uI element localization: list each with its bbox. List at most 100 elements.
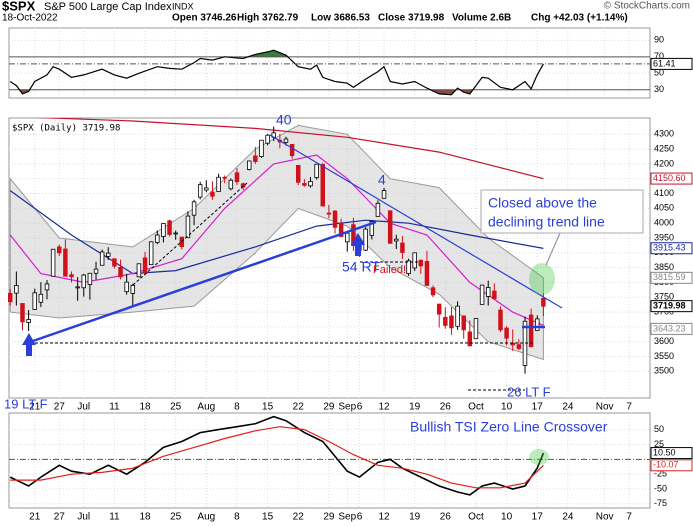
x-tick-label: Nov [596, 512, 614, 523]
y-tick-label: 90 [654, 35, 664, 45]
candle-body [473, 318, 479, 340]
candle-body [455, 305, 460, 327]
candle-body [338, 222, 344, 237]
volume: Volume 2.6B [452, 13, 511, 24]
band [9, 124, 544, 361]
y-tick-label: 4300 [654, 129, 674, 139]
y-tick-label: 3550 [654, 351, 674, 361]
value-tag: 3815.59 [653, 272, 686, 282]
annotation: 4 [378, 172, 386, 188]
open: Open 3746.26 [172, 13, 237, 24]
x-tick-label: 22 [293, 402, 305, 413]
x-tick-label: 18 [139, 512, 151, 523]
candle-body [326, 212, 332, 215]
candle-body [259, 139, 264, 157]
value-tag-box [650, 459, 693, 472]
callout-line [545, 232, 561, 266]
candle-body [167, 220, 172, 235]
arrow [22, 333, 36, 356]
candle-body [118, 266, 123, 278]
candle-body [197, 184, 203, 198]
x-tick-label: 8 [234, 512, 240, 523]
x-tick-label: 10 [501, 512, 513, 523]
x-tick-label: 18 [139, 402, 151, 413]
candle-body [412, 252, 417, 269]
candle-body [210, 191, 215, 197]
y-tick-label: 70 [654, 51, 664, 61]
y-tick-label: 4050 [654, 203, 674, 213]
candle-body [461, 315, 466, 331]
overbought-fill [10, 50, 544, 57]
candle-body [467, 331, 473, 347]
x-tick-label: 26 [440, 402, 452, 413]
candle-body [528, 314, 534, 348]
annotation: 54 RT [342, 259, 380, 275]
candle-body [424, 261, 430, 286]
y-tick-label: 25 [654, 439, 664, 449]
date: 18-Oct-2022 [2, 13, 58, 24]
candle-body [314, 163, 319, 178]
y-tick-label: 50 [654, 424, 664, 434]
annotation: Failed! [373, 264, 406, 276]
candle-body [351, 224, 356, 247]
x-tick-label: Jul [77, 512, 90, 523]
candle-body [283, 138, 289, 143]
annotation: declining trend line [488, 214, 605, 230]
x-tick-label: Sep [338, 512, 356, 523]
x-tick-label: Jul [77, 402, 90, 413]
candle-body [289, 143, 295, 157]
candle-body [449, 315, 454, 329]
annotation: 26 LT F [507, 384, 551, 399]
exchange: INDX [172, 1, 194, 11]
x-tick-label: 15 [262, 402, 274, 413]
candle-body [541, 297, 546, 307]
symbol: $SPX [2, 0, 36, 13]
candle-body [50, 248, 56, 277]
support-line [29, 220, 377, 344]
candle-body [222, 176, 227, 179]
y-tick-label: 3500 [654, 366, 674, 376]
candle-body [430, 287, 436, 296]
x-tick-label: 21 [29, 512, 41, 523]
candle-body [14, 285, 19, 294]
candle-body [112, 258, 117, 267]
candle-body [485, 287, 491, 297]
price-panel [8, 117, 651, 399]
candle-body [161, 223, 166, 237]
y-tick-label: 30 [654, 84, 664, 94]
y-tick-label: 4100 [654, 188, 674, 198]
value-tag: 61.41 [653, 58, 676, 68]
line [9, 415, 545, 496]
value-tag: 10.50 [653, 447, 676, 457]
candle-body [75, 286, 80, 289]
value-tag-box [650, 447, 693, 460]
candle-body [136, 263, 142, 278]
x-tick-label: 26 [440, 512, 452, 523]
candle-body [418, 259, 424, 267]
highlight [529, 263, 555, 295]
annotation: 40 [276, 112, 292, 128]
candle-body [57, 246, 62, 254]
annotation: Bullish TSI Zero Line Crossover [410, 419, 608, 435]
candle-body [498, 309, 503, 331]
candle-body [63, 248, 68, 277]
highlight [529, 449, 549, 465]
candle-body [93, 268, 99, 274]
value-tag-box [650, 322, 693, 335]
candle-body [320, 164, 325, 207]
y-tick-label: -25 [654, 469, 667, 479]
candle-body [265, 134, 270, 144]
change: Chg +42.03 (+1.14%) [531, 13, 628, 24]
y-tick-label: 4000 [654, 218, 674, 228]
candle-body [185, 215, 191, 239]
candle-body [345, 232, 350, 243]
candle-body [443, 317, 448, 326]
x-tick-label: 27 [54, 402, 66, 413]
candle-body [246, 160, 252, 170]
candle-body [155, 234, 160, 243]
x-tick-label: Nov [596, 402, 614, 413]
value-tag-box [650, 57, 693, 70]
candle-body [387, 210, 393, 244]
x-tick-label: Oct [468, 512, 484, 523]
